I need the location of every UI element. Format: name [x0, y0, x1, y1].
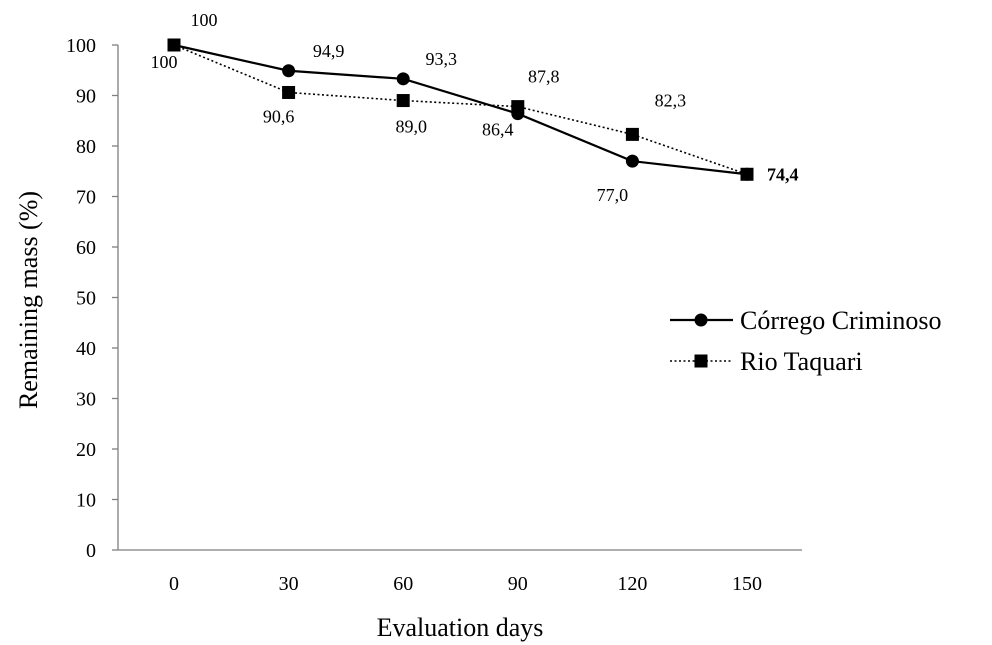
y-tick-label: 100: [66, 35, 96, 57]
y-tick-label: 40: [76, 338, 96, 360]
x-tick-label: 90: [508, 573, 528, 595]
data-label-series-1: 74,4: [767, 164, 799, 184]
data-label-series-0: 94,9: [313, 41, 345, 61]
y-tick-label: 50: [76, 288, 96, 310]
x-axis-ticks: 0 30 60 90 120 150: [169, 573, 762, 595]
legend-label-series-0: Córrego Criminoso: [740, 306, 942, 335]
data-point-series-0: [396, 72, 410, 86]
data-point-series-1: [625, 127, 639, 141]
data-label-series-0: 86,4: [482, 120, 514, 140]
y-tick-label: 30: [76, 389, 96, 411]
data-label-series-0: 100: [191, 10, 218, 30]
data-label-series-1: 82,3: [655, 90, 687, 110]
x-tick-label: 30: [279, 573, 299, 595]
x-tick-label: 60: [393, 573, 413, 595]
data-label-series-0: 77,0: [597, 185, 629, 205]
legend-label-series-1: Rio Taquari: [740, 347, 863, 376]
data-point-series-0: [282, 64, 296, 78]
legend-marker-series-1: [694, 354, 708, 368]
x-tick-label: 0: [169, 573, 179, 595]
legend-marker-series-0: [694, 313, 708, 327]
data-point-series-0: [740, 167, 754, 181]
data-label-series-1: 100: [151, 52, 178, 72]
legend-item-series-0: Córrego Criminoso: [670, 306, 942, 335]
series-markers: [167, 38, 754, 181]
data-label-series-1: 87,8: [528, 67, 560, 87]
y-tick-label: 60: [76, 237, 96, 259]
series-line-1: [173, 44, 748, 176]
legend: Córrego Criminoso Rio Taquari: [670, 306, 942, 376]
series-line-0: [173, 43, 748, 176]
y-tick-label: 0: [86, 540, 96, 562]
series-lines: [173, 43, 748, 176]
data-point-series-1: [396, 94, 410, 108]
data-label-series-1: 90,6: [263, 106, 295, 126]
data-label-series-0: 74,4: [767, 164, 799, 184]
legend-item-series-1: Rio Taquari: [670, 347, 863, 376]
data-point-series-0: [167, 38, 181, 52]
data-labels: 100 94,9 93,3 86,4 77,0 74,4 100 90,6 89,0 87,8 82…: [151, 10, 799, 205]
y-axis-ticks: 0 10 20 30 40 50 60 70 80 90 100: [66, 35, 118, 562]
data-point-series-0: [625, 154, 639, 168]
axes: [117, 45, 802, 551]
x-tick-label: 120: [617, 573, 647, 595]
data-point-series-1: [282, 85, 296, 99]
y-tick-label: 10: [76, 490, 96, 512]
y-tick-label: 70: [76, 187, 96, 209]
data-label-series-1: 89,0: [395, 117, 427, 137]
x-tick-label: 150: [732, 573, 762, 595]
data-point-series-0: [511, 107, 525, 121]
y-axis-title: Remaining mass (%): [14, 191, 43, 409]
y-tick-label: 80: [76, 136, 96, 158]
y-tick-label: 90: [76, 86, 96, 108]
x-axis-title: Evaluation days: [377, 613, 544, 642]
data-label-series-0: 93,3: [425, 49, 457, 69]
y-tick-label: 20: [76, 439, 96, 461]
